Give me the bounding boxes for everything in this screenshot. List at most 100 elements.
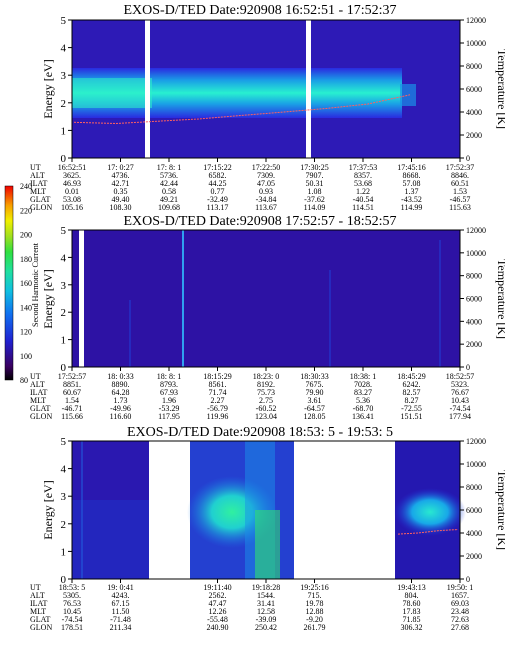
- panel-2-row-label: GLAT: [30, 404, 51, 413]
- panel-3-cell: 715.: [308, 591, 322, 600]
- panel-3-y2label: Temperature [K]: [495, 470, 505, 550]
- panel-2-cell: 76.67: [451, 388, 469, 397]
- panel-2-cell: 64.28: [112, 388, 130, 397]
- panel-3-cell: 12.88: [306, 607, 324, 616]
- panel-3-cell: 71.85: [403, 615, 421, 624]
- panel-2-cell: 116.60: [110, 412, 132, 421]
- colorbar-tick-label: 100: [20, 352, 32, 361]
- panel-3-y2tick-label: 12000: [466, 437, 486, 446]
- panel-2-y2tick-label: 4000: [466, 317, 482, 326]
- panel-3-cell: 240.90: [207, 623, 229, 632]
- panel-1-cell: 47.05: [257, 179, 275, 188]
- panel-3-cell: 178.51: [61, 623, 83, 632]
- panel-2-cell: 82.57: [403, 388, 421, 397]
- panel-1-ytick-label: 2: [61, 98, 67, 110]
- panel-1-ytick-label: 1: [61, 125, 67, 137]
- panel-1-cell: -34.84: [256, 195, 277, 204]
- colorbar-tick-label: 80: [20, 376, 28, 385]
- panel-3-y2ticks: 0 2000 4000 6000 8000 10000 12000: [460, 437, 486, 584]
- panel-1-y2tick-label: 4000: [466, 108, 482, 117]
- panel-3-cell: -9.20: [306, 615, 323, 624]
- panel-3-ytick-label: 3: [61, 491, 67, 503]
- panel-1-band-tail: [400, 84, 416, 106]
- panel-2-ytick-label: 0: [61, 362, 67, 374]
- colorbar-tick-label: 220: [20, 206, 32, 215]
- panel-2-cell: 18:38: 1: [350, 372, 376, 381]
- panel-1-cell: -37.62: [304, 195, 325, 204]
- panel-2-ytick-label: 4: [61, 252, 67, 264]
- panel-3-row-label: ILAT: [30, 599, 47, 608]
- panel-2-cell: 67.93: [160, 388, 178, 397]
- panel-1-cell: 17: 0:27: [107, 163, 133, 172]
- panel-2-cell: -64.57: [304, 404, 325, 413]
- panel-2-y2label: Temperature [K]: [495, 259, 505, 339]
- colorbar-tick-label: 180: [20, 255, 32, 264]
- panel-1-cell: 57.08: [403, 179, 421, 188]
- panel-3-cell: 69.03: [451, 599, 469, 608]
- panel-1-cell: 7309.: [257, 171, 275, 180]
- panel-3-cell: -39.09: [256, 615, 277, 624]
- colorbar-ticks: 80 100 120 140 160 180 200 220 240: [20, 182, 32, 385]
- panel-2-cell: 8890.: [112, 380, 130, 389]
- panel-3-cell: 47.47: [209, 599, 227, 608]
- panel-3-title: EXOS-D/TED Date:920908 18:53: 5 - 19:53:…: [127, 425, 393, 440]
- panel-1-cell: 42.71: [112, 179, 130, 188]
- panel-1-cell: 60.51: [451, 179, 469, 188]
- panel-1-cell: 1.53: [453, 187, 467, 196]
- panel-1-ytick-label: 5: [61, 15, 67, 27]
- panel-3-segment-1-low: [72, 500, 149, 579]
- panel-2-cell: 18:23: 0: [253, 372, 279, 381]
- panel-2-cell: -56.79: [207, 404, 228, 413]
- panel-3-y2tick-label: 4000: [466, 529, 482, 538]
- panel-3-cell: 5305.: [63, 591, 81, 600]
- panel-1-cell: 4736.: [112, 171, 130, 180]
- panel-3-cell: 72.63: [451, 615, 469, 624]
- panel-1-cell: 8846.: [451, 171, 469, 180]
- panel-3-cell: 31.41: [257, 599, 275, 608]
- panel-1-cell: 8357.: [354, 171, 372, 180]
- panel-3-cell: 78.60: [403, 599, 421, 608]
- panel-1-cell: -43.52: [401, 195, 422, 204]
- colorbar-label: Second Harmonic Current: [31, 242, 40, 327]
- colorbar-tick-label: 240: [20, 182, 32, 191]
- panel-2-cell: 123.04: [255, 412, 277, 421]
- panel-3-cell: 804.: [405, 591, 419, 600]
- panel-1-cell: 53.68: [354, 179, 372, 188]
- panel-2-cell: 83.27: [354, 388, 372, 397]
- panel-1-cell: -40.54: [353, 195, 374, 204]
- panel-1-cell: -46.57: [450, 195, 471, 204]
- panel-2-y2tick-label: 6000: [466, 295, 482, 304]
- panel-2-y2ticks: 0 2000 4000 6000 8000 10000 12000: [460, 226, 486, 372]
- panel-2-y2tick-label: 10000: [466, 249, 486, 258]
- panel-2-cell: 17:52:57: [58, 372, 86, 381]
- panel-1-row-label: ALT: [30, 171, 45, 180]
- panel-2-row-label: ILAT: [30, 388, 47, 397]
- panel-2-row-label: MLT: [30, 396, 46, 405]
- panel-1-cell: 44.25: [209, 179, 227, 188]
- panel-3-cell: 19.78: [306, 599, 324, 608]
- panel-1-y2ticks: 0 2000 4000 6000 8000 10000 12000: [460, 16, 486, 163]
- panel-3-cell: -71.48: [110, 615, 131, 624]
- panel-2-cell: 151.51: [401, 412, 423, 421]
- panel-1-cell: 17:52:37: [446, 163, 474, 172]
- panel-1-y2tick-label: 2000: [466, 131, 482, 140]
- panel-2-row-label: UT: [30, 372, 41, 381]
- panel-2-cell: 18: 0:33: [107, 372, 133, 381]
- panel-2-cell: 18:30:33: [300, 372, 328, 381]
- panel-1-cell: 46.93: [63, 179, 81, 188]
- panel-2-cell: 79.90: [306, 388, 324, 397]
- panel-2-cell: 128.05: [304, 412, 326, 421]
- panel-1-ylabel: Energy [eV]: [41, 59, 55, 118]
- panel-2-cell: 5323.: [451, 380, 469, 389]
- panel-3-row-label: GLAT: [30, 615, 51, 624]
- panel-2-cell: 71.74: [209, 388, 227, 397]
- panel-2-y2tick-label: 2000: [466, 340, 482, 349]
- panel-1-cell: 0.01: [65, 187, 79, 196]
- panel-3-cell: 19:25:16: [300, 583, 328, 592]
- panel-2-cell: 1.96: [162, 396, 176, 405]
- panel-2-cell: 60.67: [63, 388, 81, 397]
- panel-3-cell: 12.58: [257, 607, 275, 616]
- panel-1-cell: 7907.: [306, 171, 324, 180]
- panel-2-cell: 136.41: [352, 412, 374, 421]
